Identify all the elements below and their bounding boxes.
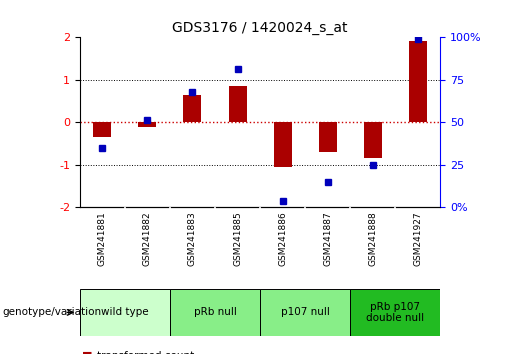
Text: p107 null: p107 null <box>281 307 330 318</box>
Bar <box>319 122 337 152</box>
Text: genotype/variation: genotype/variation <box>3 307 101 318</box>
Text: pRb null: pRb null <box>194 307 236 318</box>
Text: GSM241927: GSM241927 <box>414 211 422 266</box>
Title: GDS3176 / 1420024_s_at: GDS3176 / 1420024_s_at <box>173 21 348 35</box>
Bar <box>139 122 157 127</box>
Bar <box>170 289 260 336</box>
Text: transformed count: transformed count <box>97 351 194 354</box>
Bar <box>273 122 291 167</box>
Text: wild type: wild type <box>101 307 149 318</box>
Text: GSM241888: GSM241888 <box>368 211 377 266</box>
Text: ■: ■ <box>82 351 93 354</box>
Text: GSM241883: GSM241883 <box>188 211 197 266</box>
Bar <box>93 122 111 137</box>
Bar <box>364 122 382 158</box>
Text: GSM241886: GSM241886 <box>278 211 287 266</box>
Text: pRb p107
double null: pRb p107 double null <box>366 302 424 323</box>
Bar <box>409 41 427 122</box>
Text: GSM241887: GSM241887 <box>323 211 332 266</box>
Bar <box>80 289 170 336</box>
Bar <box>229 86 247 122</box>
Text: GSM241881: GSM241881 <box>98 211 107 266</box>
Bar <box>350 289 440 336</box>
Bar <box>183 95 201 122</box>
Bar <box>260 289 350 336</box>
Text: GSM241885: GSM241885 <box>233 211 242 266</box>
Text: GSM241882: GSM241882 <box>143 211 152 266</box>
